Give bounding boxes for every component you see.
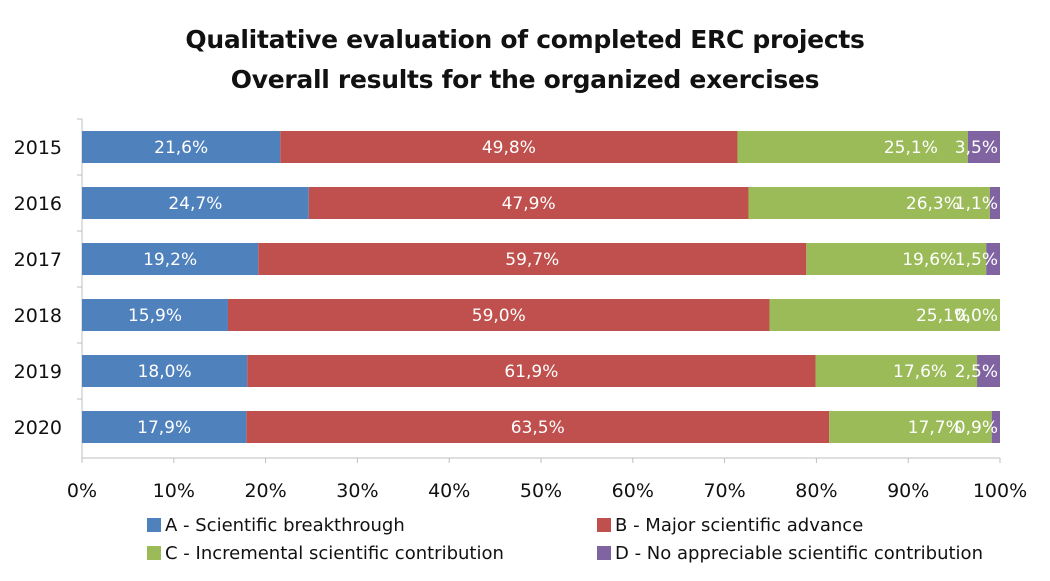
legend-label: C - Incremental scientific contribution (165, 543, 504, 564)
y-category-label: 2015 (14, 137, 62, 159)
data-label: 0,0% (955, 306, 998, 326)
legend-label: D - No appreciable scientific contributi… (615, 543, 983, 564)
y-category-label: 2016 (14, 193, 62, 215)
legend-swatch (147, 518, 161, 532)
bar-segment (829, 411, 992, 443)
data-label: 17,7% (908, 418, 962, 438)
bar-segment (82, 187, 309, 219)
bar-segment (308, 187, 749, 219)
x-tick-label: 0% (67, 480, 97, 502)
bar-segment (986, 243, 1000, 275)
data-label: 3,5% (955, 138, 998, 158)
data-label: 63,5% (511, 418, 565, 438)
x-tick-label: 80% (795, 480, 837, 502)
bar-segment (967, 131, 1000, 163)
data-label: 59,0% (472, 306, 526, 326)
legend-swatch (147, 546, 161, 560)
bar-segment (991, 411, 1000, 443)
data-label: 24,7% (168, 194, 222, 214)
y-category-label: 2018 (14, 305, 62, 327)
data-label: 17,9% (137, 418, 191, 438)
bar-segment (82, 355, 248, 387)
data-label: 19,6% (902, 250, 956, 270)
x-tick-label: 20% (244, 480, 286, 502)
data-label: 25,1% (884, 138, 938, 158)
bar-segment (989, 187, 1000, 219)
data-label: 26,3% (906, 194, 960, 214)
x-tick-label: 100% (973, 480, 1027, 502)
data-label: 49,8% (482, 138, 536, 158)
bar-segment (227, 299, 770, 331)
y-category-label: 2020 (14, 417, 62, 439)
data-label: 1,5% (955, 250, 998, 270)
y-category-label: 2017 (14, 249, 62, 271)
legend-label: A - Scientific breakthrough (165, 515, 405, 536)
bar-segment (769, 299, 1000, 331)
bar-segment (258, 243, 807, 275)
bar-segment (280, 131, 738, 163)
data-label: 17,6% (893, 362, 947, 382)
data-label: 61,9% (504, 362, 558, 382)
x-tick-label: 50% (520, 480, 562, 502)
data-label: 59,7% (505, 250, 559, 270)
bar-segment (806, 243, 987, 275)
data-label: 18,0% (138, 362, 192, 382)
bar-segment (977, 355, 1000, 387)
legend-swatch (597, 518, 611, 532)
bar-segment (82, 131, 281, 163)
bar-segment (82, 299, 228, 331)
data-label: 25,1% (916, 306, 970, 326)
bar-segment (246, 411, 830, 443)
x-tick-label: 40% (428, 480, 470, 502)
data-label: 1,1% (955, 194, 998, 214)
legend-label: B - Major scientific advance (615, 515, 863, 536)
chart-title: Qualitative evaluation of completed ERC … (185, 25, 865, 54)
y-category-label: 2019 (14, 361, 62, 383)
bar-segment (737, 131, 968, 163)
chart-subtitle: Overall results for the organized exerci… (230, 65, 820, 94)
x-tick-label: 70% (703, 480, 745, 502)
bar-segment (247, 355, 816, 387)
data-label: 0,9% (955, 418, 998, 438)
x-tick-label: 30% (336, 480, 378, 502)
bar-segment (82, 411, 247, 443)
data-label: 21,6% (154, 138, 208, 158)
x-tick-label: 10% (153, 480, 195, 502)
legend-swatch (597, 546, 611, 560)
data-label: 19,2% (143, 250, 197, 270)
data-label: 2,5% (955, 362, 998, 382)
x-tick-label: 90% (887, 480, 929, 502)
data-label: 47,9% (502, 194, 556, 214)
bar-segment (815, 355, 978, 387)
chart-title-block: Qualitative evaluation of completed ERC … (0, 20, 1050, 100)
x-tick-label: 60% (612, 480, 654, 502)
bar-segment (748, 187, 990, 219)
data-label: 15,9% (128, 306, 182, 326)
bar-segment (82, 243, 259, 275)
